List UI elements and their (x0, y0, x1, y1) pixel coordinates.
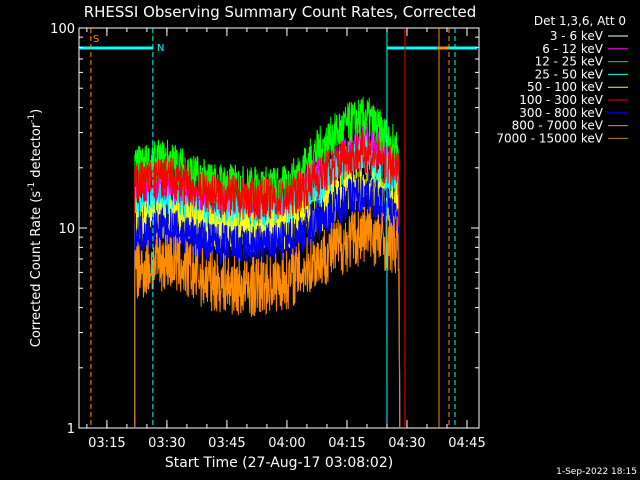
legend-entry-label: 300 - 800 keV (519, 106, 603, 120)
legend-entry-label: 25 - 50 keV (535, 67, 604, 81)
x-tick-label: 03:45 (208, 436, 245, 451)
y-tick-label: 100 (50, 22, 75, 37)
flag-label-n: N (157, 43, 164, 54)
y-tick-layer: 1 10 100 (50, 22, 479, 437)
footer-date: 1-Sep-2022 18:15 (556, 467, 637, 477)
x-tick-label: 03:30 (148, 436, 185, 451)
legend-title: Det 1,3,6, Att 0 (534, 14, 626, 28)
legend-entry-label: 800 - 7000 keV (512, 119, 604, 133)
legend-entry-label: 50 - 100 keV (527, 80, 604, 94)
y-tick-label: 1 (67, 422, 75, 437)
series-line-5 (134, 131, 401, 429)
series-line-0 (134, 82, 401, 429)
y-tick-label: 10 (58, 222, 75, 237)
legend-entry-label: 100 - 300 keV (519, 93, 603, 107)
x-tick-layer: 03:15 03:30 03:45 04:00 04:15 04:30 04:45 (86, 28, 486, 451)
legend-entry-label: 7000 - 15000 keV (496, 131, 603, 145)
x-tick-label: 04:15 (328, 436, 365, 451)
series-layer (134, 82, 401, 429)
legend-entry-label: 6 - 12 keV (542, 42, 604, 56)
x-tick-label: 03:15 (88, 436, 125, 451)
series-line-7 (134, 206, 401, 429)
legend-entry-label: 3 - 6 keV (550, 29, 604, 43)
x-axis-label: Start Time (27-Aug-17 03:08:02) (165, 455, 393, 471)
flag-label-s: S (93, 34, 99, 45)
x-tick-label: 04:45 (448, 436, 485, 451)
series-line-6 (134, 172, 401, 429)
flag-layer: SN (79, 28, 477, 428)
x-tick-label: 04:30 (388, 436, 425, 451)
legend-entry-label: 12 - 25 keV (535, 55, 604, 69)
chart-title: RHESSI Observing Summary Count Rates, Co… (84, 3, 477, 21)
x-tick-label: 04:00 (268, 436, 305, 451)
y-axis-label: Corrected Count Rate (s-1 detector-1) (27, 109, 44, 347)
